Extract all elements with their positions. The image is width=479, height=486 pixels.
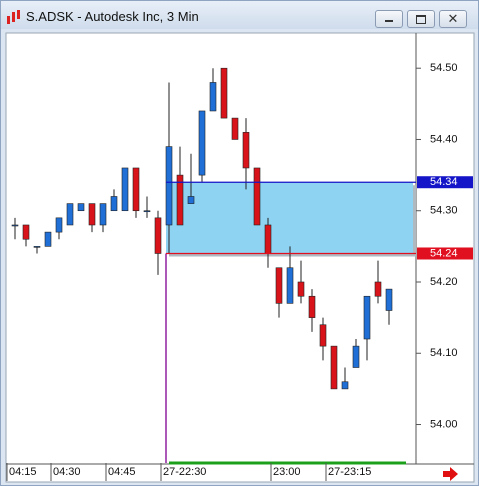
candle-body [99,203,107,226]
candle-body [187,196,195,204]
y-tick-label: 54.10 [430,347,458,359]
candle-body [385,288,393,311]
candle-body [176,174,184,226]
app-icon [7,10,20,24]
x-tick-label: 27-22:30 [163,466,206,478]
price-tag [417,247,473,260]
zone-band [166,182,413,254]
x-tick-label: 23:00 [273,466,301,478]
window-title: S.ADSK - Autodesk Inc, 3 Min [26,9,199,24]
candle-body [297,281,305,297]
title-bar: S.ADSK - Autodesk Inc, 3 Min ✕ [1,1,478,29]
price-tag-label: 54.34 [430,176,458,188]
chart-background [5,32,475,483]
candle-body [209,82,217,112]
chart: 04:15 04:30 04:45 27-22:30 23:00 27-23:15 54.0… [5,32,475,483]
candle-body [363,295,371,340]
x-tick-label: 04:15 [9,466,37,478]
maximize-button[interactable] [407,10,435,28]
candle-body [77,203,85,212]
candle-body [44,231,52,247]
price-tag-label: 54.24 [430,247,458,259]
y-tick-label: 54.00 [430,418,458,430]
candle-body [198,110,206,176]
candle-body [253,167,261,226]
minimize-button[interactable] [375,10,403,28]
candle-body [374,281,382,297]
candle-body [231,117,239,140]
candle-body [11,224,19,227]
y-tick-label: 54.50 [430,62,458,74]
y-tick-label: 54.30 [430,205,458,217]
scroll-arrow[interactable] [443,467,458,481]
candle-body [286,267,294,304]
candle-body [330,345,338,390]
y-tick-label: 54.20 [430,276,458,288]
candle-body [264,224,272,254]
candle-body [66,203,74,226]
candle-body [165,146,173,226]
close-button[interactable]: ✕ [439,10,467,28]
candle-body [110,196,118,212]
candle-body [319,324,327,347]
candle-body [88,203,96,226]
candle-body [341,381,349,390]
x-tick-label: 04:45 [108,466,136,478]
x-tick-label: 27-23:15 [328,466,371,478]
candle-body [242,132,250,169]
candle-body [55,217,63,233]
candle-body [22,224,30,240]
candle-body [308,295,316,318]
candle-body [220,67,228,119]
price-tag [417,176,473,189]
y-tick-label: 54.40 [430,133,458,145]
candle-body [33,246,41,248]
candle-body [275,267,283,304]
x-tick-label: 04:30 [53,466,81,478]
candle-body [143,210,151,213]
candle-body [154,217,162,254]
candle-body [132,167,140,212]
candle-body [352,345,360,368]
candle-body [121,167,129,212]
